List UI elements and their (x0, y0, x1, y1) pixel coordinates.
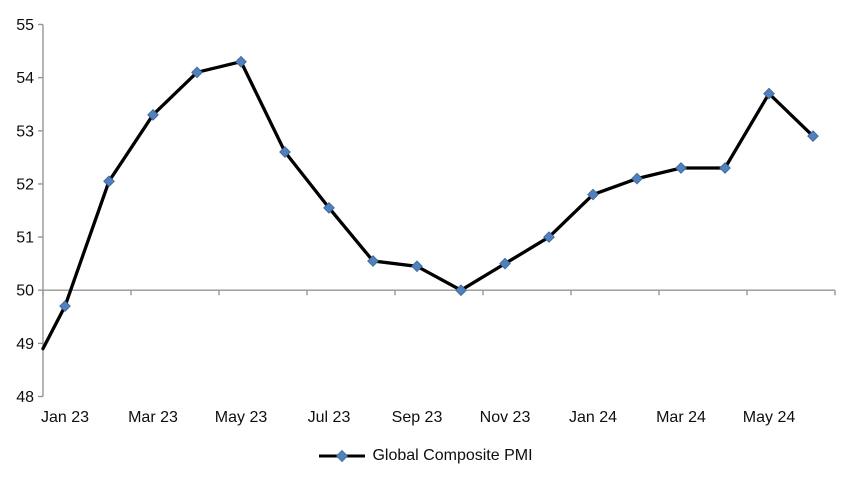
data-point-marker (763, 87, 775, 100)
y-axis-tick-label: 54 (16, 70, 34, 87)
data-point-marker (543, 231, 555, 243)
data-point-marker (719, 162, 731, 174)
legend-marker-sample (336, 449, 349, 463)
y-axis-tick-label: 49 (16, 336, 34, 353)
data-point-marker (367, 255, 379, 267)
data-point-marker (675, 162, 687, 174)
legend-line-marker-icon (319, 449, 366, 463)
data-point-marker (323, 201, 335, 214)
x-axis-tick-label: May 23 (215, 409, 268, 426)
legend: Global Composite PMI (0, 446, 852, 466)
x-axis-tick-label: May 24 (743, 409, 796, 426)
x-axis-tick-label: Jul 23 (308, 409, 351, 426)
chart-canvas: 48 49 50 51 52 53 54 55 Jan 23 Mar 23 May 23 Jul 23… (16, 17, 836, 426)
data-point-marker (59, 300, 71, 313)
legend-label: Global Composite PMI (372, 447, 533, 464)
x-axis-tick-label: Jan 23 (41, 409, 89, 426)
y-axis-tick-label: 53 (16, 123, 34, 140)
pmi-series-line (41, 59, 815, 351)
x-axis-tick-label: Mar 24 (656, 409, 706, 426)
data-point-marker (807, 130, 819, 142)
data-point-marker (279, 146, 291, 158)
data-point-marker (631, 172, 643, 185)
y-axis-tick-label: 50 (16, 283, 34, 300)
data-point-marker (411, 260, 423, 273)
x-axis-tick-label: Nov 23 (480, 409, 531, 426)
y-axis-tick-label: 55 (16, 17, 34, 34)
x-axis-tick-label: Mar 23 (128, 409, 178, 426)
data-point-marker (103, 175, 115, 188)
data-point-marker (455, 284, 467, 297)
data-point-marker (587, 188, 599, 201)
y-axis-tick-label: 51 (16, 230, 34, 247)
data-point-marker (147, 108, 159, 121)
data-point-marker (499, 257, 511, 270)
x-axis-tick-label: Jan 24 (569, 409, 617, 426)
x-axis-tick-label: Sep 23 (392, 409, 443, 426)
data-point-marker (235, 55, 247, 68)
data-point-marker (191, 66, 203, 79)
y-axis-tick-label: 48 (16, 389, 34, 406)
y-axis-tick-label: 52 (16, 176, 34, 193)
